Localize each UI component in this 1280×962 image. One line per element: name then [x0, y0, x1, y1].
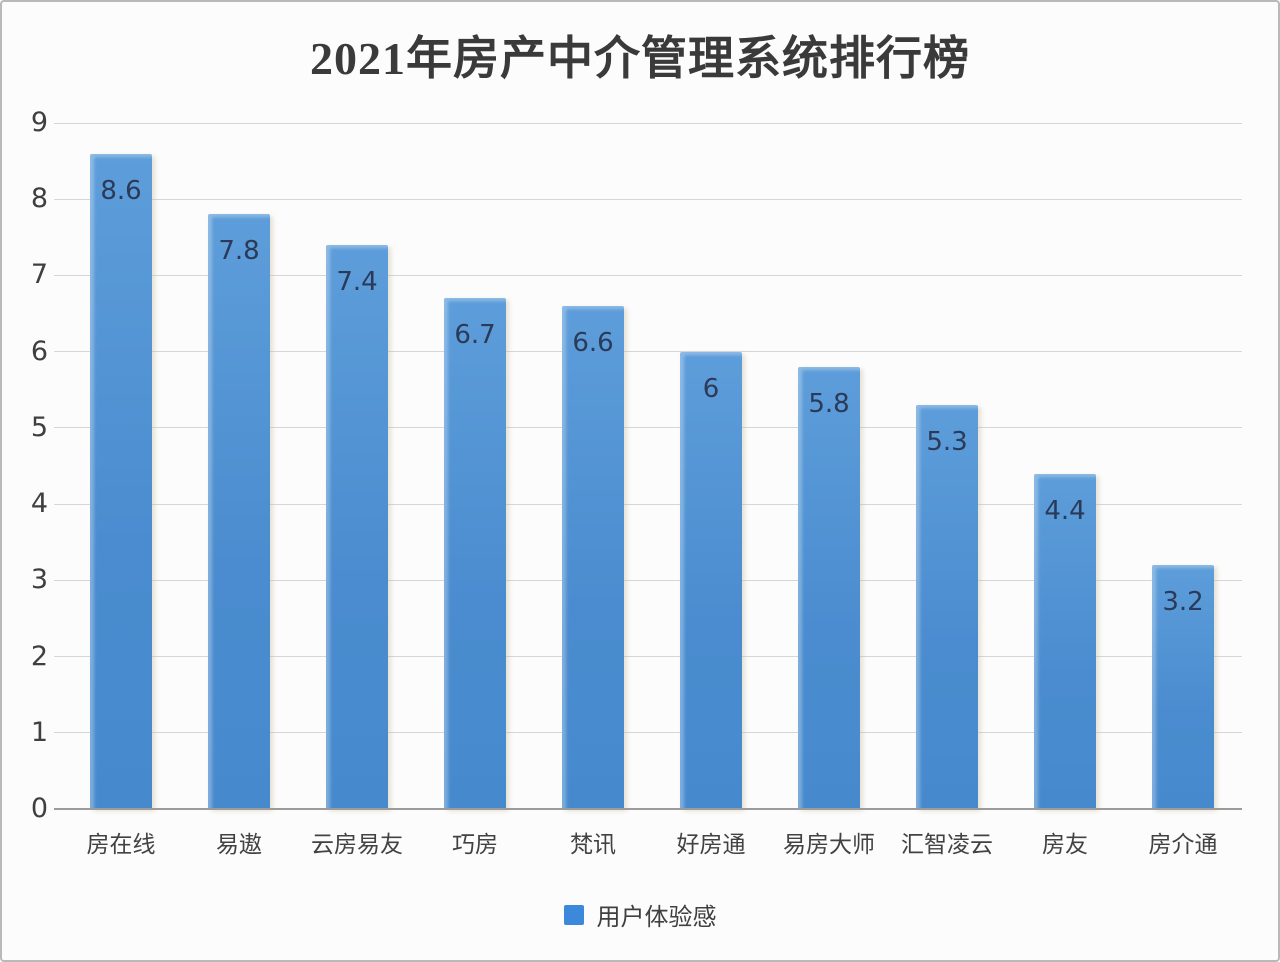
legend-label: 用户体验感 [596, 903, 717, 931]
bar: 4.4 [1034, 473, 1096, 809]
bar-value-label: 7.8 [218, 236, 260, 267]
bar-value-label: 5.3 [926, 427, 968, 458]
category-label: 梵讯 [570, 832, 616, 858]
bar-value-label: 6.7 [454, 320, 496, 351]
bar: 6.7 [444, 298, 506, 809]
gridline [54, 579, 1242, 581]
bar: 7.8 [208, 214, 270, 809]
y-tick-label: 7 [30, 259, 48, 291]
gridline [54, 274, 1242, 276]
gridline [54, 427, 1242, 429]
gridline [54, 503, 1242, 505]
bar: 8.6 [90, 153, 152, 809]
legend-swatch-icon [563, 904, 584, 925]
y-tick-label: 3 [30, 564, 48, 596]
bar-value-label: 7.4 [336, 266, 378, 297]
bar: 5.3 [916, 405, 978, 809]
category-label: 好房通 [676, 832, 746, 858]
y-tick-label: 2 [30, 640, 48, 672]
bar-value-label: 5.8 [808, 388, 850, 419]
gridline [54, 656, 1242, 658]
x-axis-line [54, 808, 1242, 810]
category-label: 易遨 [216, 832, 262, 858]
bar: 3.2 [1152, 565, 1214, 809]
category-label: 房在线 [86, 832, 156, 858]
bar: 6 [680, 351, 742, 809]
y-tick-label: 0 [30, 793, 48, 824]
bar-value-label: 4.4 [1044, 495, 1086, 526]
y-tick-label: 5 [30, 411, 48, 443]
category-label: 汇智凌云 [901, 832, 993, 858]
y-tick-label: 6 [30, 335, 48, 367]
gridline [54, 122, 1242, 124]
gridline [54, 732, 1242, 734]
category-label: 云房易友 [311, 832, 403, 858]
category-label: 房友 [1042, 832, 1088, 858]
y-tick-label: 9 [30, 107, 48, 138]
bar: 6.6 [562, 305, 624, 809]
y-tick-label: 4 [30, 488, 48, 520]
bar-value-label: 3.2 [1162, 587, 1204, 618]
legend: 用户体验感 [2, 897, 1278, 932]
plot-area: 8.6 7.8 7.4 6.7 6.6 6 5.8 5.3 4.4 3.2 [54, 122, 1242, 810]
gridline [54, 351, 1242, 353]
bar: 7.4 [326, 244, 388, 809]
bar-value-label: 8.6 [100, 175, 142, 206]
category-label: 房介通 [1148, 832, 1218, 858]
y-tick-label: 1 [30, 716, 48, 748]
bar: 5.8 [798, 366, 860, 809]
category-label: 巧房 [452, 832, 498, 858]
category-label: 易房大师 [783, 832, 875, 858]
y-tick-label: 8 [30, 183, 48, 215]
gridline [54, 198, 1242, 200]
bar-value-label: 6.6 [572, 327, 614, 358]
chart-title: 2021年房产中介管理系统排行榜 [310, 33, 970, 84]
bar-value-label: 6 [702, 373, 720, 404]
